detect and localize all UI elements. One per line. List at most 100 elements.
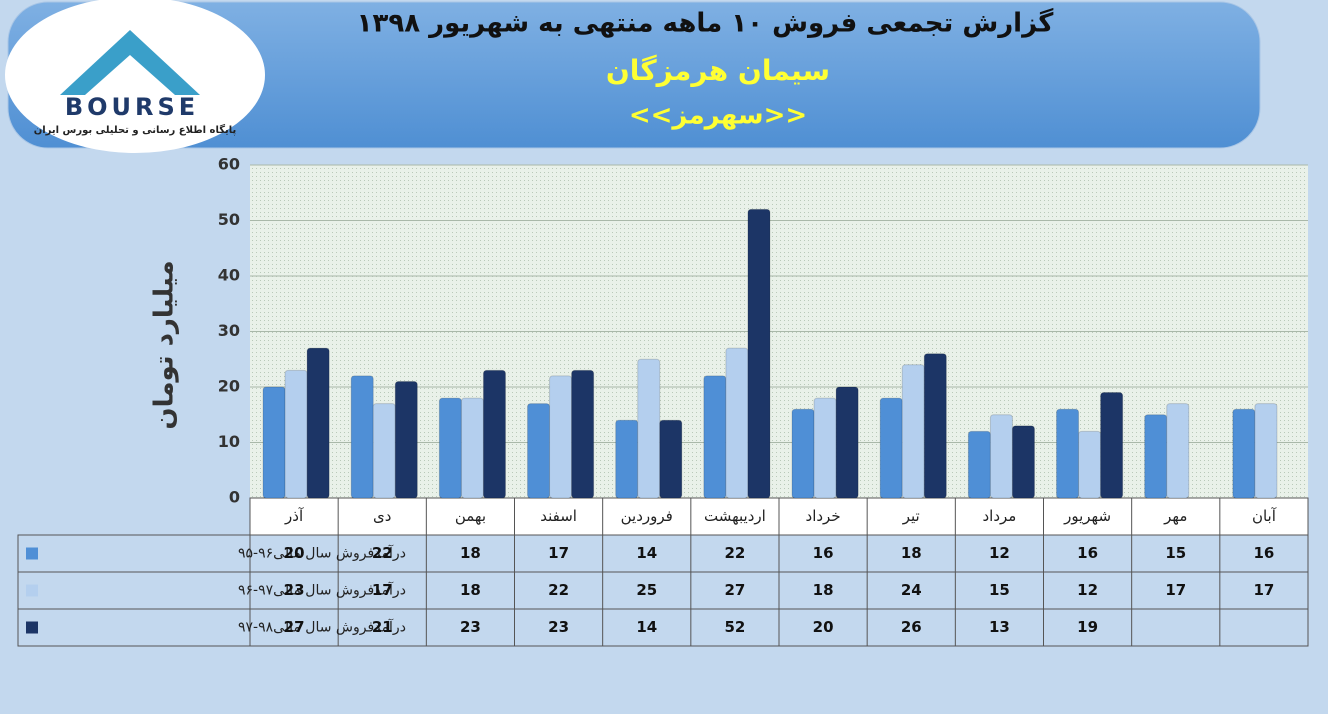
chart-subtitle: سیمان هرمزگان [606,54,830,87]
x-tick-label: مرداد [982,507,1016,525]
logo-mark [85,55,175,95]
legend-swatch [26,621,38,634]
legend-label: درآمدفروش سال مالی۹۶-۹۵ [238,545,406,562]
table-value: 20 [284,544,305,562]
x-tick-label: شهریور [1063,507,1111,525]
bar [284,369,308,499]
table-value: 17 [372,581,393,599]
table-value: 18 [460,581,481,599]
table-value: 16 [1253,544,1274,562]
table-value: 23 [548,618,569,636]
legend-label: درآمدفروش سال مالی۹۷-۹۶ [238,582,406,599]
bar [527,403,551,499]
bar [703,375,727,499]
chart-title: گزارش تجمعی فروش ۱۰ ماهه منتهی به شهریور… [357,8,1055,39]
chart-symbol: <<سهرمز>> [629,101,807,131]
y-tick-label: 60 [218,155,240,174]
table-value: 16 [813,544,834,562]
bar [615,419,639,499]
x-tick-label: آبان [1252,507,1277,525]
bar [460,397,484,499]
bar [1011,425,1035,499]
table-value: 18 [813,581,834,599]
bar [747,208,771,499]
table-value: 22 [372,544,393,562]
bar [1232,408,1256,499]
bar [1254,403,1278,499]
x-tick-label: تیر [902,507,920,525]
y-tick-label: 30 [218,321,240,340]
x-tick-label: اردیبهشت [704,507,766,525]
x-tick-label: بهمن [455,507,486,525]
y-tick-label: 20 [218,377,240,396]
table-value: 17 [548,544,569,562]
bar [813,397,837,499]
legend-swatch [26,547,38,560]
bar [637,358,661,499]
table-value: 16 [1077,544,1098,562]
bar [350,375,374,499]
y-tick-label: 10 [218,432,240,451]
legend-label: درآمدفروش سال مالی۹۸-۹۷ [238,619,406,636]
legend-swatch [26,584,38,597]
table-value: 13 [989,618,1010,636]
logo-tagline: پایگاه اطلاع رسانی و تحلیلی بورس ایران [34,123,237,136]
table-value: 22 [724,544,745,562]
y-tick-label: 40 [218,266,240,285]
bar [835,386,859,499]
x-tick-label: فروردین [621,507,673,525]
bar [879,397,903,499]
bar [438,397,462,499]
bar [989,414,1013,499]
table-value: 14 [636,544,657,562]
table-value: 24 [901,581,922,599]
bar [1100,392,1124,499]
table-value: 26 [901,618,922,636]
table-value: 19 [1077,618,1098,636]
table-value: 20 [813,618,834,636]
table-value: 18 [460,544,481,562]
bar [571,369,595,499]
table-value: 22 [548,581,569,599]
logo-name: BOURSE [65,93,199,121]
table-value: 27 [284,618,305,636]
bar [549,375,573,499]
x-tick-label: دی [373,507,391,525]
table-value: 27 [724,581,745,599]
bar [1056,408,1080,499]
bar [1144,414,1168,499]
bar [901,364,925,499]
table-value: 12 [989,544,1010,562]
table-value: 25 [636,581,657,599]
bar [791,408,815,499]
bar [394,380,418,499]
bar [482,369,506,499]
x-tick-label: مهر [1163,507,1187,525]
table-value: 23 [284,581,305,599]
table-value: 15 [1165,544,1186,562]
table-value: 15 [989,581,1010,599]
bar [306,347,330,499]
bar [372,403,396,499]
table-value: 21 [372,618,393,636]
table-value: 12 [1077,581,1098,599]
bar [1166,403,1190,499]
table-frame [17,534,1309,647]
bar [725,347,749,499]
y-tick-label: 50 [218,210,240,229]
table-value: 18 [901,544,922,562]
x-tick-label: آذر [284,507,304,525]
table-value: 23 [460,618,481,636]
y-tick-label: 0 [229,488,240,507]
table-value: 17 [1253,581,1274,599]
x-tick-label: اسفند [540,507,577,525]
bar [967,430,991,499]
bar [1078,430,1102,499]
bar [659,419,683,499]
y-axis-label: میلیارد تومان [150,260,180,429]
table-value: 14 [636,618,657,636]
table-value: 52 [724,618,745,636]
bar [262,386,286,499]
x-tick-label: خرداد [806,507,841,525]
